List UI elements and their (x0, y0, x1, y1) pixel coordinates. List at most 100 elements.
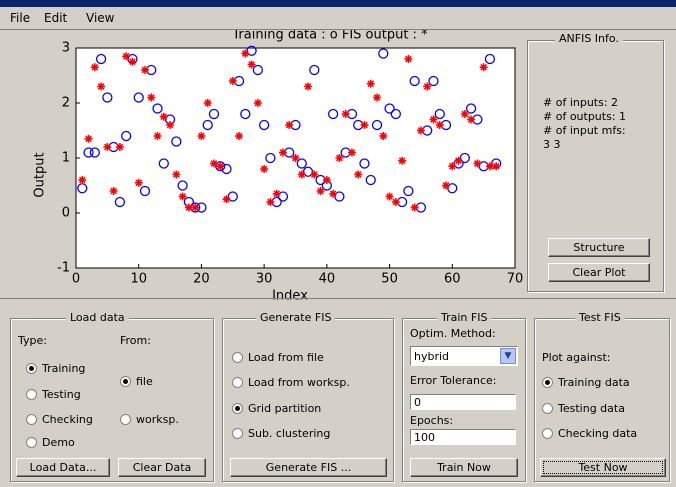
fis-output-point (347, 148, 356, 157)
radio-dot[interactable] (232, 403, 243, 414)
x-tick-label: 70 (507, 272, 524, 287)
fis-output-point (304, 82, 313, 91)
fis-output-point (222, 195, 231, 204)
fis-output-point (122, 52, 131, 61)
clear-data-button[interactable]: Clear Data (118, 458, 206, 477)
radio-label: Training data (558, 376, 630, 389)
y-tick-label: 2 (62, 96, 70, 111)
radio-option[interactable]: Testing (26, 388, 81, 401)
radio-option[interactable]: Sub. clustering (232, 427, 330, 440)
generate-fis-button[interactable]: Generate FIS ... (230, 458, 387, 477)
fis-output-point (253, 99, 262, 107)
radio-option[interactable]: Load from file (232, 351, 324, 364)
radio-dot[interactable] (26, 389, 37, 400)
training-point (428, 75, 439, 87)
radio-dot[interactable] (26, 363, 37, 374)
x-tick-label: 60 (444, 272, 461, 287)
radio-option[interactable]: file (120, 375, 153, 388)
radio-option[interactable]: Training (26, 362, 85, 375)
training-point (309, 64, 320, 76)
radio-dot[interactable] (542, 377, 553, 388)
structure-button[interactable]: Structure (548, 238, 650, 257)
test-now-button[interactable]: Test Now (540, 458, 666, 477)
training-point (83, 147, 94, 158)
fis-output-point (109, 187, 118, 195)
type-label: Type: (18, 334, 47, 347)
epochs-label: Epochs: (410, 414, 454, 427)
fis-output-point (84, 134, 93, 143)
radio-option[interactable]: Training data (542, 376, 630, 389)
method-select[interactable]: hybrid ▼ (410, 346, 518, 366)
training-point (258, 119, 270, 131)
fis-output-point (209, 159, 218, 168)
info-line: # of inputs: 2 (543, 96, 619, 109)
menu-item[interactable]: Edit (44, 11, 68, 25)
menu-item[interactable]: File (10, 11, 31, 25)
train-now-button[interactable]: Train Now (410, 458, 518, 477)
radio-dot[interactable] (232, 377, 243, 388)
radio-option[interactable]: Checking (26, 413, 93, 426)
radio-label: Checking (42, 413, 93, 426)
load-data-button[interactable]: Load Data... (16, 458, 110, 477)
clear-plot-button[interactable]: Clear Plot (548, 263, 650, 282)
fis-output-point (285, 121, 294, 129)
radio-option[interactable]: Checking data (542, 427, 637, 440)
radio-dot[interactable] (542, 428, 553, 439)
training-point (102, 92, 113, 103)
training-point (296, 158, 307, 169)
radio-dot[interactable] (120, 414, 131, 425)
y-tick-label: 3 (62, 41, 70, 56)
radio-dot[interactable] (542, 403, 553, 414)
radio-option[interactable]: Load from worksp. (232, 376, 350, 389)
radio-dot[interactable] (232, 428, 243, 439)
fis-output-point (140, 66, 149, 74)
method-label: Optim. Method: (410, 327, 496, 340)
training-point (114, 196, 126, 208)
fis-output-point (78, 176, 87, 184)
training-point (384, 103, 395, 114)
radio-dot[interactable] (120, 376, 131, 387)
panel-title: Load data (66, 311, 129, 324)
menu-item[interactable]: View (86, 11, 115, 25)
radio-option[interactable]: Grid partition (232, 402, 321, 415)
fis-output-point (134, 178, 143, 187)
fis-output-point (360, 121, 369, 129)
training-point (359, 158, 370, 169)
fis-output-point (429, 115, 438, 124)
epochs-input[interactable]: 100 (410, 429, 516, 445)
fis-output-point (235, 132, 244, 140)
radio-option[interactable]: Demo (26, 436, 75, 449)
radio-dot[interactable] (26, 437, 37, 448)
fis-output-point (404, 55, 413, 63)
training-point (327, 108, 339, 120)
y-tick-label: -1 (57, 261, 70, 276)
fis-output-point (423, 82, 432, 91)
fis-output-point (172, 170, 181, 179)
training-point (89, 147, 100, 158)
fis-output-point (159, 112, 168, 121)
tolerance-input[interactable]: 0 (410, 394, 516, 410)
radio-dot[interactable] (26, 414, 37, 425)
fis-output-point (460, 110, 469, 118)
fis-output-point (398, 156, 407, 165)
fis-output-point (492, 162, 501, 171)
radio-label: Demo (42, 436, 75, 449)
training-point (265, 152, 276, 164)
y-axis-label: Output (33, 152, 48, 197)
fis-output-point (247, 60, 256, 69)
radio-dot[interactable] (232, 352, 243, 363)
info-line: # of outputs: 1 (543, 110, 627, 123)
training-point (133, 92, 144, 103)
training-point (252, 64, 264, 76)
training-point (365, 174, 376, 186)
fis-output-point (329, 189, 338, 198)
fis-output-point (416, 126, 425, 135)
y-tick-label: 0 (62, 206, 70, 221)
x-tick-label: 20 (193, 272, 210, 287)
dropdown-arrow[interactable]: ▼ (500, 348, 516, 364)
radio-option[interactable]: Testing data (542, 402, 625, 415)
radio-option[interactable]: worksp. (120, 413, 179, 426)
fis-output-point (97, 82, 106, 91)
chart-title: Training data : o FIS output : * (231, 30, 428, 43)
